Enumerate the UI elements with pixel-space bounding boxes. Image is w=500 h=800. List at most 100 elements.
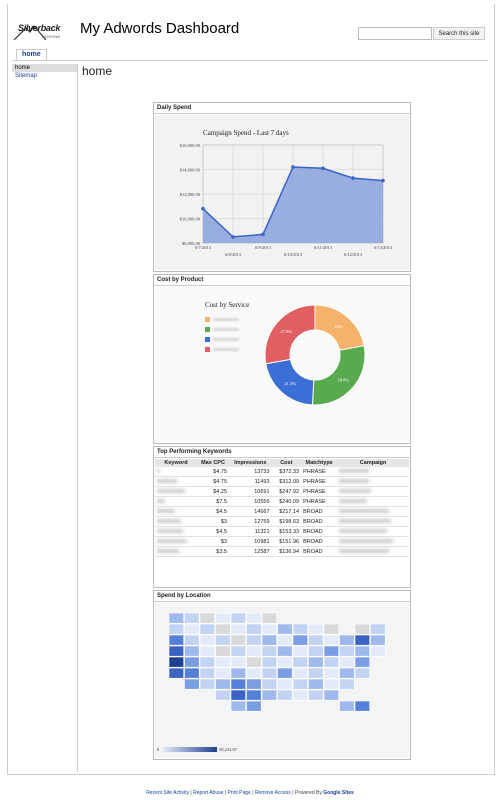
footer-link-print-page[interactable]: Print Page [227, 790, 251, 796]
impressions-cell: 12587 [229, 546, 272, 557]
map-region [184, 612, 200, 624]
site-title[interactable]: My Adwords Dashboard [80, 20, 240, 37]
keyword-cell-redacted [155, 496, 198, 507]
table-row[interactable]: $3.5 12587 $136.94 BROAD [155, 546, 409, 557]
footer: Recent Site Activity | Report Abuse | Pr… [146, 790, 354, 796]
table-row[interactable]: $4.25 10691 $247.92 PHRASE [155, 486, 409, 497]
map-region [199, 634, 215, 646]
matchtype-cell: BROAD [301, 526, 338, 537]
tab-home[interactable]: home [16, 49, 47, 60]
map-region [339, 634, 355, 646]
impressions-cell: 11493 [229, 476, 272, 487]
map-region [292, 667, 308, 679]
map-region [308, 689, 324, 701]
map-region [246, 612, 262, 624]
max-cpc-cell: $4.5 [197, 506, 229, 517]
footer-link-remove-access[interactable]: Remove Access [254, 790, 291, 796]
logo-mountain-icon [13, 25, 47, 41]
column-header-matchtype[interactable]: Matchtype [301, 459, 338, 467]
column-header-max-cpc[interactable]: Max CPC [197, 459, 229, 467]
sidebar-item-sitemap[interactable]: Sitemap [15, 73, 38, 79]
map-region [323, 656, 339, 668]
map-region [308, 667, 324, 679]
keyword-cell-redacted [155, 506, 198, 517]
campaign-cell-redacted [337, 476, 409, 487]
gadget-title: Top Performing Keywords [154, 447, 410, 458]
table-row[interactable]: $7.5 10556 $240.09 PHRASE [155, 496, 409, 507]
series-area [203, 167, 383, 243]
map-area: 0 58,232.07 [155, 603, 409, 758]
sidebar-item-home[interactable]: home [12, 64, 77, 72]
table-row[interactable]: $4.75 11493 $312.09 PHRASE [155, 476, 409, 487]
table-row[interactable]: $4.5 11321 $153.33 BROAD [155, 526, 409, 537]
cost-by-service-chart: Cost by Service 22% 28.8% 21.4% 27.8% [205, 301, 366, 406]
map-region [168, 645, 184, 657]
keyword-cell-redacted [155, 467, 198, 477]
max-cpc-cell: $3 [197, 516, 229, 527]
map-region [215, 634, 231, 646]
x-tick-label: 6/7/2013 [195, 245, 212, 250]
site-logo[interactable]: Silverback HOSTING [12, 20, 70, 42]
campaign-cell-redacted [337, 516, 409, 527]
gadget-title: Cost by Product [154, 275, 410, 286]
map-region [277, 667, 293, 679]
column-header-cost[interactable]: Cost [271, 459, 302, 467]
impressions-cell: 11321 [229, 526, 272, 537]
pie-slice [311, 345, 366, 406]
map-region [199, 645, 215, 657]
matchtype-cell: PHRASE [301, 467, 338, 477]
max-cpc-cell: $4.5 [197, 526, 229, 537]
chart-area: Campaign Spend - Last 7 days $8,000.00 $10… [155, 115, 409, 270]
data-point [321, 166, 325, 171]
legend-swatch [205, 347, 210, 352]
data-point [381, 178, 385, 183]
table-row[interactable]: $3 12759 $198.63 BROAD [155, 516, 409, 527]
gadget-title: Daily Spend [154, 103, 410, 114]
table-row[interactable]: $4.75 13733 $372.33 PHRASE [155, 467, 409, 477]
map-region [277, 645, 293, 657]
daily-spend-gadget: Daily Spend Campaign Spend - Last 7 days… [153, 102, 411, 272]
max-cpc-cell: $4.75 [197, 467, 229, 477]
column-header-keyword[interactable]: Keyword [155, 459, 198, 467]
map-region [215, 678, 231, 690]
data-point [261, 232, 265, 237]
search-input[interactable] [358, 27, 432, 40]
column-header-campaign[interactable]: Campaign [337, 459, 409, 467]
slice-label: 28.8% [337, 378, 349, 383]
impressions-cell: 10981 [229, 536, 272, 547]
footer-google-sites-link[interactable]: Google Sites [323, 790, 354, 796]
map-region [277, 678, 293, 690]
map-region [292, 623, 308, 635]
slice-label: 21.4% [284, 381, 296, 386]
map-region [184, 678, 200, 690]
map-region [230, 612, 246, 624]
map-region [292, 656, 308, 668]
map-region [277, 634, 293, 646]
column-header-impressions[interactable]: Impressions [229, 459, 272, 467]
cost-cell: $247.92 [271, 486, 302, 497]
x-tick-label: 6/8/2013 [225, 252, 242, 257]
map-region [261, 678, 277, 690]
map-region [230, 634, 246, 646]
table-row[interactable]: $3 10981 $151.96 BROAD [155, 536, 409, 547]
map-region [323, 634, 339, 646]
matchtype-cell: PHRASE [301, 496, 338, 507]
keyword-cell-redacted [155, 526, 198, 537]
footer-link-recent-activity[interactable]: Recent Site Activity [146, 790, 189, 796]
map-region [215, 689, 231, 701]
footer-link-report-abuse[interactable]: Report Abuse [193, 790, 224, 796]
map-region [277, 656, 293, 668]
gadget-title: Spend by Location [154, 591, 410, 602]
impressions-cell: 12759 [229, 516, 272, 527]
x-tick-label: 6/12/2013 [344, 252, 363, 257]
map-region [246, 678, 262, 690]
search-button[interactable]: Search this site [433, 27, 485, 40]
map-region [168, 623, 184, 635]
map-region [199, 667, 215, 679]
impressions-cell: 13733 [229, 467, 272, 477]
chart-area: Cost by Service 22% 28.8% 21.4% 27.8% [155, 287, 409, 442]
map-region [230, 667, 246, 679]
map-region [292, 634, 308, 646]
legend-label-redacted [213, 348, 239, 351]
table-row[interactable]: $4.5 14667 $217.14 BROAD [155, 506, 409, 517]
